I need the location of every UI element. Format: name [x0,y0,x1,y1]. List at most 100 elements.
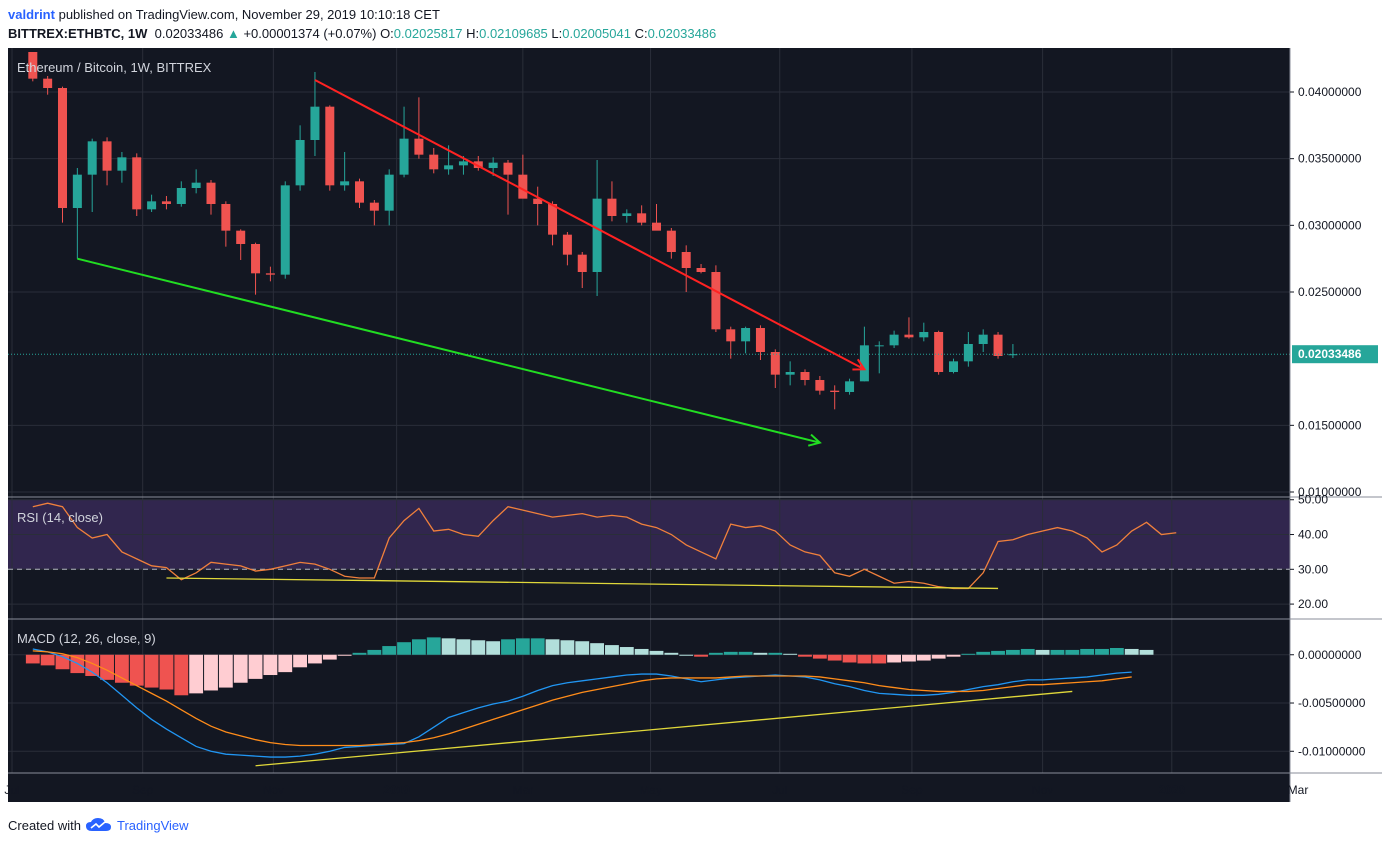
tradingview-link[interactable]: TradingView [116,817,189,833]
candle-down [236,230,246,244]
macd-trendline [255,690,1073,767]
candle-up [874,345,884,347]
candle-up [785,372,795,375]
time-axis-label: May [639,783,662,797]
open-label: O: [380,26,394,41]
footer: Created with TradingView [8,817,189,833]
macd-histogram-bar [649,650,664,655]
macd-histogram-bar [916,654,931,661]
candle-up [592,198,602,272]
candle-down [652,222,661,231]
author-link[interactable]: valdrint [8,7,55,22]
high-label: H: [466,26,480,41]
price-pane[interactable] [8,52,1290,447]
macd-histogram-bar [308,654,322,664]
macd-histogram-bar [887,654,902,663]
candle-up [191,182,201,188]
rsi-tick-label: 40.00 [1298,528,1328,542]
time-axis-label: Nov [263,783,284,797]
macd-line [32,648,1132,758]
candle-up [176,188,186,204]
macd-histogram-bar [40,654,55,666]
candle-down [251,244,261,274]
candle-down [132,157,142,210]
symbol-line: BITTREX:ETHBTC, 1W 0.02033486 ▲ +0.00001… [8,26,716,41]
candle-down [696,268,706,272]
macd-histogram-bar [1065,649,1080,655]
price-tick-label: 0.03000000 [1298,218,1362,232]
macd-histogram-bar [1080,648,1095,655]
macd-histogram-bar [946,654,961,657]
macd-histogram-bar [1020,648,1035,655]
macd-histogram-bar [233,654,248,683]
candle-down [473,161,483,168]
macd-histogram-bar [590,643,605,655]
macd-histogram-bar [619,647,634,655]
macd-tick-label: 0.00000000 [1298,648,1362,662]
candle-down [221,204,231,231]
candle-down [830,390,840,392]
macd-pane-title: MACD (12, 26, close, 9) [17,631,156,646]
macd-histogram-bar [664,652,679,655]
macd-histogram-bar [679,654,694,656]
macd-histogram-bar [961,653,976,655]
rsi-pane[interactable] [32,502,1177,590]
macd-histogram-bar [902,654,916,662]
candle-up [963,344,973,362]
candle-up [741,328,751,342]
macd-histogram-bar [129,654,144,686]
price-change: +0.00001374 (+0.07%) [243,26,377,41]
candle-down [770,352,780,375]
rsi-trendline [166,577,999,590]
macd-histogram-bar [812,654,827,659]
macd-histogram-bar [976,651,991,655]
symbol-name: BITTREX:ETHBTC, 1W [8,26,148,41]
macd-histogram-bar [382,646,397,655]
macd-histogram-bar [352,652,367,655]
macd-histogram-bar [189,654,204,694]
macd-histogram-bar [827,654,842,661]
candle-up [919,332,929,338]
price-tick-label: 0.03500000 [1298,152,1362,166]
candle-down [607,198,617,216]
resistance-line-arrowhead [852,358,867,371]
candle-down [206,182,216,204]
macd-histogram-bar [857,654,872,664]
macd-histogram-bar [530,638,545,655]
macd-histogram-bar [605,645,619,655]
macd-histogram-bar [991,650,1005,655]
close-value: 0.02033486 [647,26,717,41]
price-tick-label: 0.01000000 [1298,485,1362,499]
macd-histogram-bar [411,639,426,655]
macd-histogram-bar [783,653,798,655]
chart-area[interactable]: 0.04000000 0.03500000 0.03000000 0.02500000… [0,46,1390,804]
candle-up [622,213,632,216]
candle-up [889,334,899,346]
macd-histogram-bar [931,654,946,659]
high-value: 0.02109685 [479,26,548,41]
publish-info: published on TradingView.com, November 2… [58,7,440,22]
open-value: 0.02025817 [393,26,463,41]
price-tick-label: 0.04000000 [1298,85,1362,99]
candle-down [904,334,914,338]
macd-histogram-bar [515,638,530,655]
axes: 0.04000000 0.03500000 0.03000000 0.02500000… [4,48,1382,802]
candle-down [161,201,171,204]
candle-down [934,332,944,372]
macd-histogram-bar [159,654,174,690]
macd-histogram-bar [1005,649,1020,655]
macd-histogram-bar [248,654,263,679]
candle-down [265,273,275,275]
candle-down [28,52,38,79]
candle-down [726,329,736,342]
candle-up [488,162,498,168]
macd-histogram-bar [753,652,768,655]
macd-histogram-bar [367,649,382,655]
candle-down [815,380,825,391]
publish-line: valdrint published on TradingView.com, N… [8,7,440,22]
created-with-text: Created with [8,817,81,833]
macd-pane[interactable] [25,637,1154,767]
resistance-line [314,79,865,371]
candle-down [58,88,67,208]
macd-histogram-bar [1035,649,1050,655]
